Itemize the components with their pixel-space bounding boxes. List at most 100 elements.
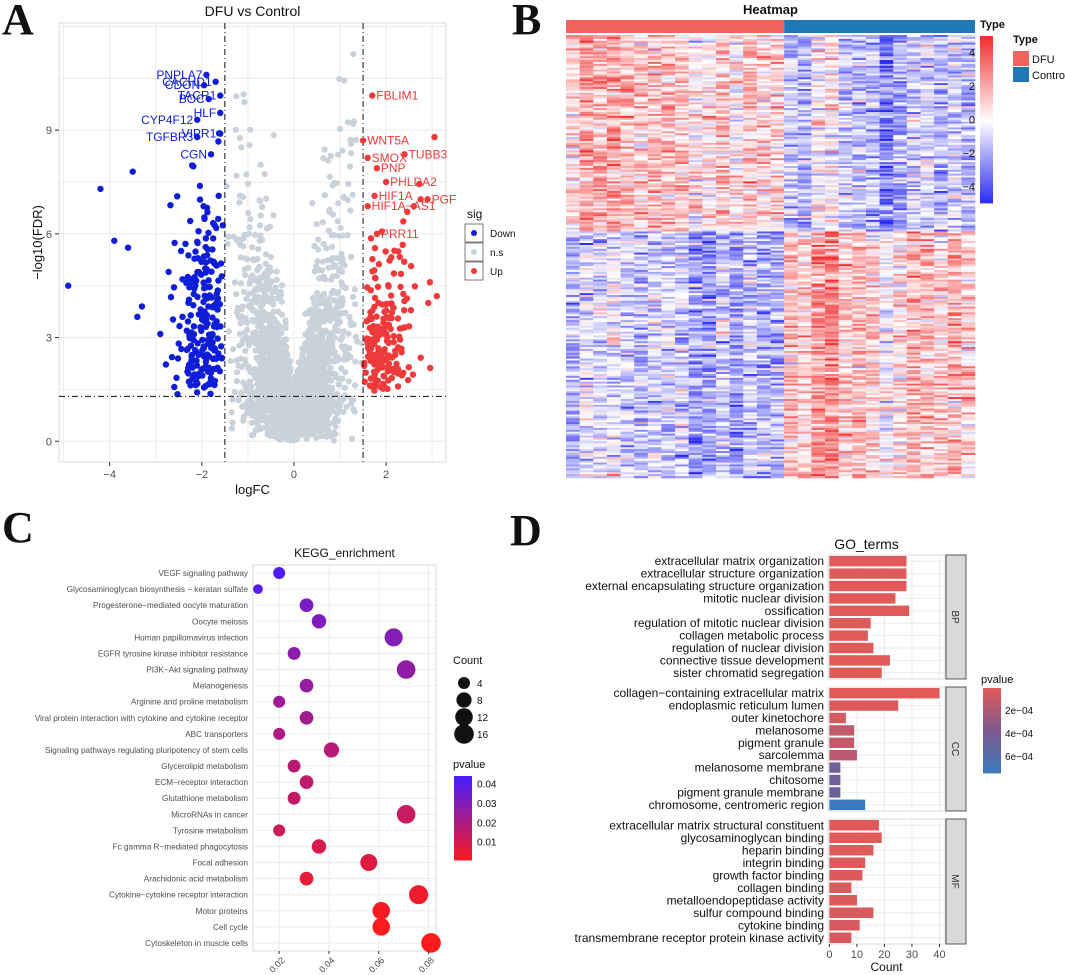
heatmap-cell — [743, 83, 758, 86]
heatmap-cell — [811, 75, 826, 78]
heatmap-cell — [715, 127, 730, 130]
heatmap-cell — [756, 133, 771, 136]
heatmap-cell — [934, 148, 949, 151]
heatmap-cell — [579, 40, 594, 44]
heatmap-cell — [566, 69, 580, 72]
volcano-point-down — [196, 182, 204, 190]
heatmap-cell — [688, 96, 703, 99]
heatmap-cell — [947, 61, 962, 65]
heatmap-group-annotation — [784, 20, 975, 33]
heatmap-cell — [797, 142, 812, 146]
heatmap-cell — [606, 137, 621, 140]
heatmap-cell — [865, 135, 880, 138]
volcano-point-down — [202, 383, 209, 390]
heatmap-cell — [811, 98, 826, 101]
heatmap-cell — [688, 90, 703, 94]
volcano-point-down — [174, 355, 182, 362]
heatmap-cell — [661, 104, 676, 107]
heatmap-cell — [688, 71, 703, 74]
heatmap-cell — [961, 36, 976, 40]
heatmap-cell — [934, 83, 949, 86]
heatmap-cell — [906, 88, 921, 92]
heatmap-cell — [675, 56, 689, 59]
volcano-point-ns — [228, 425, 236, 432]
heatmap-cell — [647, 110, 662, 113]
heatmap-cell — [920, 87, 935, 90]
heatmap-cell — [579, 108, 594, 111]
heatmap-cell — [702, 50, 717, 53]
heatmap-cell — [852, 63, 867, 67]
heatmap-cell — [688, 115, 703, 119]
volcano-point-down — [185, 252, 192, 259]
heatmap-cell — [606, 63, 621, 67]
heatmap-cell — [756, 54, 771, 57]
heatmap-cell — [634, 79, 649, 82]
volcano-point-ns — [273, 276, 280, 283]
heatmap-cell — [702, 142, 717, 146]
heatmap-cell — [647, 150, 662, 153]
volcano-point-ns — [276, 347, 283, 354]
heatmap-cell — [579, 123, 594, 126]
volcano-title: DFU vs Control — [205, 3, 301, 19]
heatmap-cell — [770, 85, 785, 88]
heatmap-cell — [784, 54, 799, 57]
heatmap-cell — [784, 150, 799, 153]
heatmap-cell — [675, 42, 689, 45]
heatmap-cell — [797, 42, 812, 45]
heatmap-cell — [647, 135, 662, 138]
gene-label: CACHD1 — [162, 75, 212, 89]
heatmap-cell — [920, 35, 935, 38]
heatmap-cell — [715, 140, 730, 144]
volcano-point-ns — [241, 99, 248, 106]
heatmap-cell — [947, 117, 962, 121]
heatmap-cell — [743, 140, 758, 144]
heatmap-cell — [811, 44, 826, 47]
heatmap-cell — [647, 79, 662, 82]
heatmap-cell — [661, 139, 676, 142]
volcano-point-ns — [249, 410, 256, 417]
volcano-point-ns — [262, 337, 269, 344]
volcano-point-ns — [351, 286, 358, 293]
volcano-point-ns — [348, 140, 355, 147]
heatmap-cell — [702, 65, 717, 69]
heatmap-cell — [784, 36, 799, 40]
heatmap-cell — [879, 50, 894, 53]
heatmap-cell — [961, 131, 976, 134]
gene-label: VIPR1 — [182, 127, 217, 141]
heatmap-cell — [579, 115, 594, 119]
volcano-point-down — [157, 330, 164, 338]
heatmap-cell — [743, 150, 758, 153]
heatmap-cell — [811, 121, 826, 124]
volcano-point-ns — [257, 388, 264, 395]
heatmap-cell — [920, 131, 935, 134]
heatmap-cell — [852, 85, 867, 88]
heatmap-cell — [811, 77, 826, 80]
heatmap-cell — [852, 54, 867, 57]
heatmap-cell — [797, 40, 812, 44]
heatmap-cell — [825, 110, 839, 113]
volcano-point-down — [208, 344, 215, 352]
heatmap-cell — [593, 75, 608, 78]
heatmap-cell — [661, 65, 676, 69]
volcano-point-ns — [254, 278, 261, 285]
heatmap-cell — [934, 123, 949, 126]
heatmap-cell — [688, 79, 703, 82]
heatmap-cell — [934, 142, 949, 146]
heatmap-cell — [702, 140, 717, 144]
heatmap-cell — [579, 87, 594, 90]
heatmap-cell — [852, 142, 867, 146]
volcano-point-ns — [343, 403, 350, 410]
heatmap-cell — [620, 71, 635, 74]
heatmap-cell — [797, 94, 812, 97]
heatmap-cell — [770, 135, 785, 138]
heatmap-cell — [920, 121, 935, 124]
heatmap-cell — [811, 142, 826, 146]
heatmap-cell — [675, 142, 689, 146]
heatmap-cell — [675, 106, 689, 109]
heatmap-cell — [579, 71, 594, 74]
heatmap-cell — [811, 131, 826, 134]
heatmap-cell — [825, 137, 839, 140]
volcano-point-ns — [344, 351, 351, 358]
volcano-point-ns — [287, 384, 294, 392]
heatmap-cell — [756, 71, 771, 74]
